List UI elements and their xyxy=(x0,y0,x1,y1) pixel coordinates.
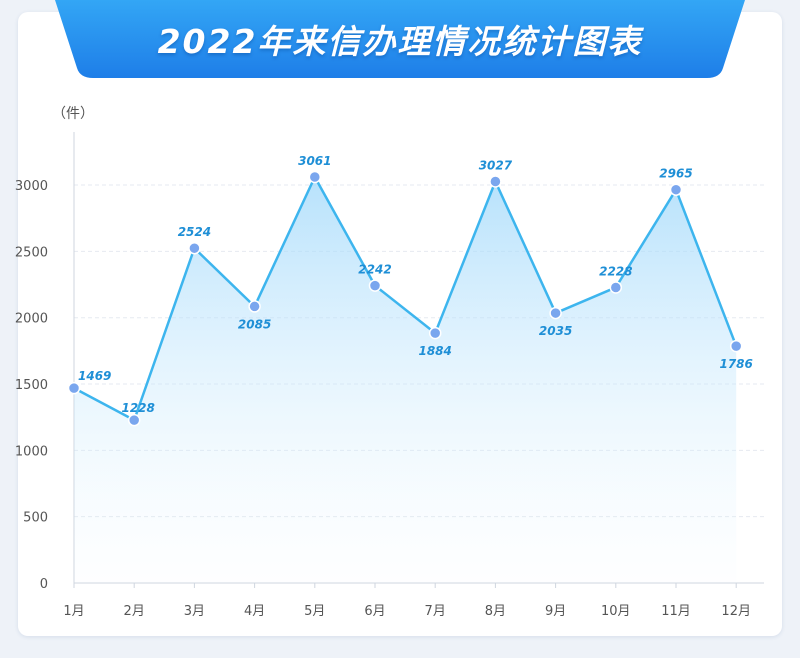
y-tick-label: 2000 xyxy=(15,312,48,327)
series-line xyxy=(73,175,738,422)
y-tick-label: 0 xyxy=(40,577,48,592)
data-points xyxy=(67,170,743,427)
area-fill xyxy=(74,176,737,583)
axes: 0 500 1000 1500 2000 2500 3000 1月 2月 3月 4月 5月 6月 7月 8月… xyxy=(15,132,764,619)
data-point[interactable] xyxy=(428,326,442,340)
y-axis-unit-label: （件） xyxy=(52,106,94,122)
data-point[interactable] xyxy=(669,183,683,196)
data-point[interactable] xyxy=(67,381,81,395)
data-label: 1469 xyxy=(78,369,111,383)
y-tick-label: 500 xyxy=(23,511,48,526)
x-tick-label: 7月 xyxy=(425,604,446,619)
data-labels: 1469 1228 2524 2085 3061 2242 1884 3027 2035 2228… xyxy=(78,154,753,415)
data-label: 2965 xyxy=(659,167,692,181)
x-tick-label: 5月 xyxy=(304,604,325,619)
x-tick-label: 2月 xyxy=(124,604,145,619)
data-label: 2524 xyxy=(178,225,211,239)
data-label: 2085 xyxy=(238,317,271,331)
data-point[interactable] xyxy=(549,306,562,320)
data-label: 1786 xyxy=(719,357,752,371)
x-tick-label: 9月 xyxy=(545,604,566,619)
data-point[interactable] xyxy=(609,281,623,294)
x-tick-label: 12月 xyxy=(721,604,751,619)
y-tick-label: 3000 xyxy=(15,179,48,194)
data-label: 2228 xyxy=(599,264,632,278)
data-label: 2035 xyxy=(539,324,572,338)
banner-shape xyxy=(55,0,745,78)
data-point[interactable] xyxy=(188,241,201,255)
x-tick-label: 11月 xyxy=(661,604,691,619)
data-label: 1228 xyxy=(121,401,154,415)
x-tick-label: 8月 xyxy=(485,604,506,619)
data-label: 2242 xyxy=(358,263,391,277)
x-tick-label: 10月 xyxy=(601,604,631,619)
title-banner: 2022年来信办理情况统计图表 xyxy=(55,0,745,78)
area-path xyxy=(74,176,737,583)
data-point[interactable] xyxy=(368,279,382,292)
y-tick-label: 1000 xyxy=(15,444,48,459)
data-label: 3061 xyxy=(298,154,331,168)
y-tick-label: 1500 xyxy=(15,378,48,393)
y-tick-label: 2500 xyxy=(15,245,48,260)
data-label: 3027 xyxy=(479,158,513,172)
series-polyline xyxy=(73,175,738,422)
x-tick-label: 6月 xyxy=(364,604,385,619)
x-tick-label: 4月 xyxy=(244,604,265,619)
data-point[interactable] xyxy=(308,170,322,184)
data-point[interactable] xyxy=(489,175,502,188)
data-point[interactable] xyxy=(248,300,261,313)
x-tick-label: 1月 xyxy=(63,604,84,619)
data-point[interactable] xyxy=(729,339,743,353)
chart-title: 2022年来信办理情况统计图表 xyxy=(157,22,643,61)
data-point[interactable] xyxy=(127,413,141,427)
data-label: 1884 xyxy=(418,344,451,358)
x-tick-label: 3月 xyxy=(184,604,205,619)
